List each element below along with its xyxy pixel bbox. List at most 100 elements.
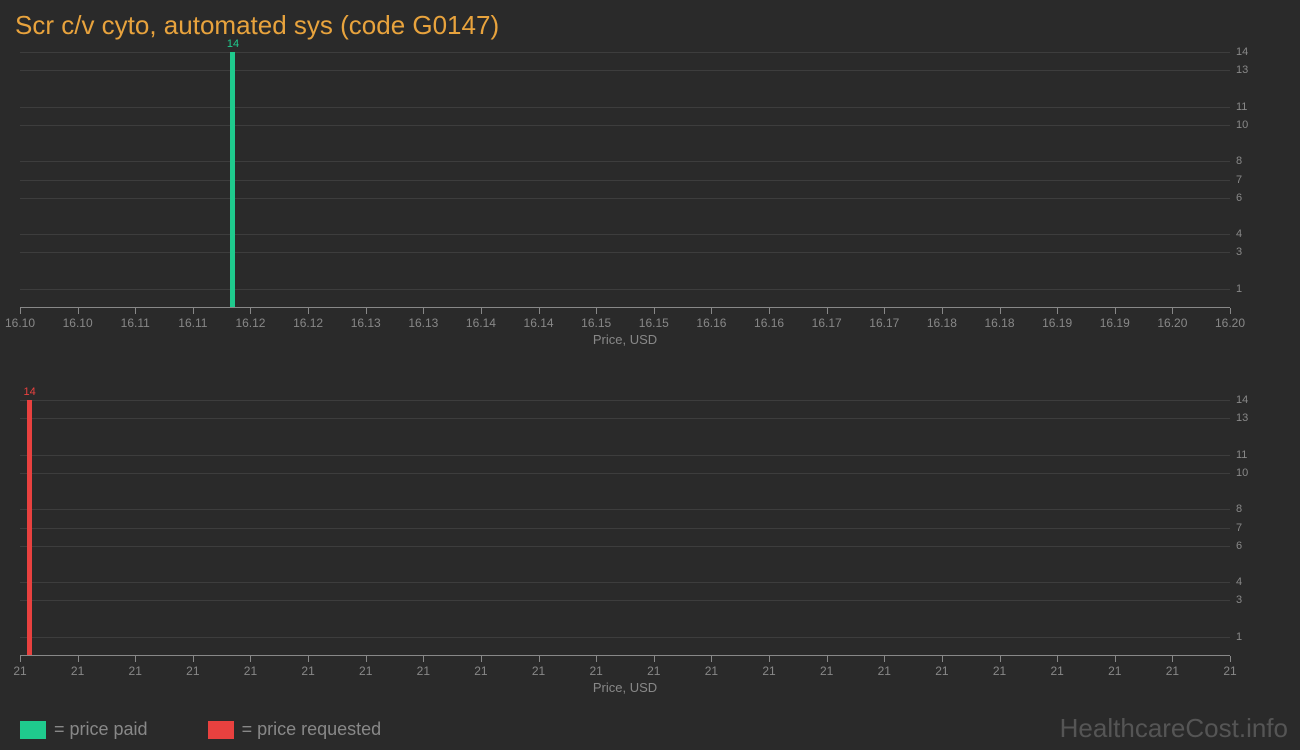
x-tick-label: 21 (186, 664, 199, 678)
grid-line (20, 234, 1230, 235)
x-tick-label: 16.10 (5, 316, 35, 330)
x-tick-label: 21 (762, 664, 775, 678)
grid-line (20, 600, 1230, 601)
x-tick (711, 308, 712, 314)
chart-title: Scr c/v cyto, automated sys (code G0147) (15, 10, 499, 41)
x-tick (193, 656, 194, 662)
watermark: HealthcareCost.info (1060, 713, 1288, 744)
x-tick-label: 16.16 (696, 316, 726, 330)
x-tick (308, 656, 309, 662)
x-tick-label: 21 (590, 664, 603, 678)
y-tick-label: 3 (1236, 246, 1260, 258)
x-tick-label: 16.12 (293, 316, 323, 330)
grid-line (20, 582, 1230, 583)
x-tick-label: 21 (129, 664, 142, 678)
grid-line (20, 546, 1230, 547)
x-tick (711, 656, 712, 662)
x-tick (20, 656, 21, 662)
grid-line (20, 455, 1230, 456)
x-tick-label: 16.19 (1042, 316, 1072, 330)
legend-item: = price paid (20, 719, 148, 740)
y-tick-label: 13 (1236, 64, 1260, 76)
bar (27, 400, 32, 655)
bar-value-label: 14 (227, 38, 239, 50)
grid-line (20, 509, 1230, 510)
x-tick (1000, 656, 1001, 662)
y-tick-label: 1 (1236, 631, 1260, 643)
x-tick (78, 656, 79, 662)
x-tick (1115, 656, 1116, 662)
x-tick-label: 21 (935, 664, 948, 678)
x-tick (884, 656, 885, 662)
x-tick (769, 308, 770, 314)
bar-value-label: 14 (24, 386, 36, 398)
y-tick-label: 4 (1236, 576, 1260, 588)
x-tick (942, 656, 943, 662)
x-tick-label: 16.15 (639, 316, 669, 330)
x-tick (1057, 308, 1058, 314)
x-tick (308, 308, 309, 314)
chart1-plot-area: 1346781011131414 (20, 52, 1230, 307)
x-tick-label: 21 (71, 664, 84, 678)
x-tick-label: 16.13 (408, 316, 438, 330)
x-tick (1172, 656, 1173, 662)
x-tick (1230, 308, 1231, 314)
y-tick-label: 11 (1236, 449, 1260, 461)
chart2-x-label: Price, USD (593, 680, 657, 695)
x-tick-label: 16.20 (1157, 316, 1187, 330)
chart1-x-label: Price, USD (593, 332, 657, 347)
x-tick (596, 656, 597, 662)
x-tick (366, 656, 367, 662)
y-tick-label: 4 (1236, 228, 1260, 240)
y-tick-label: 11 (1236, 101, 1260, 113)
grid-line (20, 473, 1230, 474)
y-tick-label: 8 (1236, 155, 1260, 167)
x-tick-label: 16.14 (524, 316, 554, 330)
grid-line (20, 400, 1230, 401)
y-tick-label: 6 (1236, 192, 1260, 204)
x-tick-label: 16.12 (235, 316, 265, 330)
x-tick (1230, 656, 1231, 662)
x-tick (481, 308, 482, 314)
grid-line (20, 637, 1230, 638)
x-tick-label: 16.11 (178, 316, 207, 330)
y-tick-label: 14 (1236, 394, 1260, 406)
x-tick (423, 656, 424, 662)
x-tick-label: 16.17 (869, 316, 899, 330)
x-tick (942, 308, 943, 314)
chart2-x-axis: Price, USD 21212121212121212121212121212… (20, 655, 1230, 685)
y-tick-label: 10 (1236, 467, 1260, 479)
x-tick (366, 308, 367, 314)
x-tick-label: 21 (1166, 664, 1179, 678)
y-tick-label: 6 (1236, 540, 1260, 552)
x-tick (654, 308, 655, 314)
grid-line (20, 289, 1230, 290)
chart2-plot-area: 1346781011131414 (20, 400, 1230, 655)
grid-line (20, 198, 1230, 199)
x-tick-label: 21 (1223, 664, 1236, 678)
grid-line (20, 161, 1230, 162)
legend: = price paid = price requested (20, 719, 381, 740)
x-tick-label: 16.20 (1215, 316, 1245, 330)
x-tick-label: 21 (359, 664, 372, 678)
x-tick (250, 656, 251, 662)
x-tick-label: 21 (474, 664, 487, 678)
x-tick-label: 21 (820, 664, 833, 678)
x-tick (78, 308, 79, 314)
grid-line (20, 107, 1230, 108)
y-tick-label: 1 (1236, 283, 1260, 295)
x-tick (1000, 308, 1001, 314)
legend-label: = price requested (242, 719, 382, 740)
y-tick-label: 10 (1236, 119, 1260, 131)
x-tick-label: 21 (647, 664, 660, 678)
grid-line (20, 528, 1230, 529)
x-tick-label: 21 (993, 664, 1006, 678)
x-tick-label: 21 (1050, 664, 1063, 678)
chart1-x-axis: Price, USD 16.1016.1016.1116.1116.1216.1… (20, 307, 1230, 337)
y-tick-label: 7 (1236, 174, 1260, 186)
x-tick (654, 656, 655, 662)
grid-line (20, 252, 1230, 253)
x-tick (135, 308, 136, 314)
x-tick (1115, 308, 1116, 314)
x-tick-label: 16.11 (121, 316, 150, 330)
